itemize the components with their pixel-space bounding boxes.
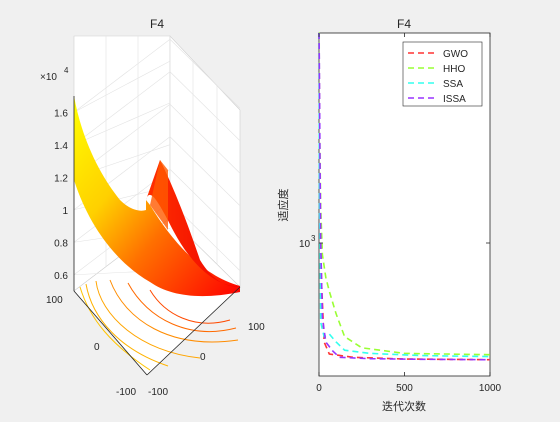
y-axis-line [73, 290, 148, 376]
legend-box [402, 41, 483, 107]
grid-line [169, 136, 241, 206]
x-tick-label: 0 [316, 383, 322, 394]
surface-fold [150, 160, 168, 230]
surface-front [74, 96, 240, 297]
convergence-title: F4 [397, 17, 411, 31]
series-lines [318, 32, 491, 361]
x-tick-label: 100 [248, 322, 265, 333]
y-tick-label: -100 [116, 387, 136, 398]
legend: GWO HHO SSA ISSA [402, 41, 483, 107]
z-tick-label: 0.6 [54, 271, 68, 282]
z-tick-label: 1 [62, 206, 68, 217]
contour-lines [79, 279, 239, 371]
legend-label-ssa: SSA [443, 79, 463, 90]
y-tick-label: 100 [46, 295, 63, 306]
legend-label-issa: ISSA [443, 94, 466, 105]
legend-label-hho: HHO [443, 64, 465, 75]
y-tick-power: 3 [311, 234, 316, 243]
grid-line [169, 169, 241, 239]
exponent-base: ×10 [40, 72, 57, 83]
grid-line [169, 39, 241, 109]
surface-title: F4 [150, 17, 164, 31]
x-tick-label: -100 [148, 387, 168, 398]
x-axis-label: 迭代次数 [382, 399, 426, 413]
exponent-power: 4 [64, 66, 69, 75]
x-tick-label: 500 [396, 383, 413, 394]
x-tick-label: 1000 [479, 383, 502, 394]
grid-line [73, 60, 171, 113]
z-tick-label: 1.2 [54, 173, 68, 184]
grid-line [169, 104, 241, 174]
z-tick-label: 1.6 [54, 108, 68, 119]
y-axis-label: 适应度 [276, 189, 290, 222]
grid-line [73, 39, 171, 113]
x-axis-line [146, 286, 241, 376]
x-axis-ticks: 0 500 1000 [316, 33, 502, 394]
series-line-ssa [318, 32, 491, 358]
y-tick-base: 10 [299, 239, 311, 250]
convergence-plot: F4 0 500 1000 10 3 迭代次数 适应度 GWO HHO SSA ISSA [276, 17, 502, 413]
series-line-issa [318, 32, 491, 361]
x-tick-label: 0 [200, 352, 206, 363]
grid-line [169, 71, 241, 141]
y-tick-label: 0 [94, 342, 100, 353]
grid-line [73, 71, 171, 145]
legend-label-gwo: GWO [443, 49, 468, 60]
z-tick-label: 1.4 [54, 141, 68, 152]
grid-line [73, 102, 171, 146]
z-tick-label: 0.8 [54, 238, 68, 249]
z-axis-ticks: 0.6 0.8 1 1.2 1.4 1.6 [54, 108, 68, 282]
surface-plot: F4 [40, 17, 265, 398]
surface-ridge [146, 160, 240, 287]
